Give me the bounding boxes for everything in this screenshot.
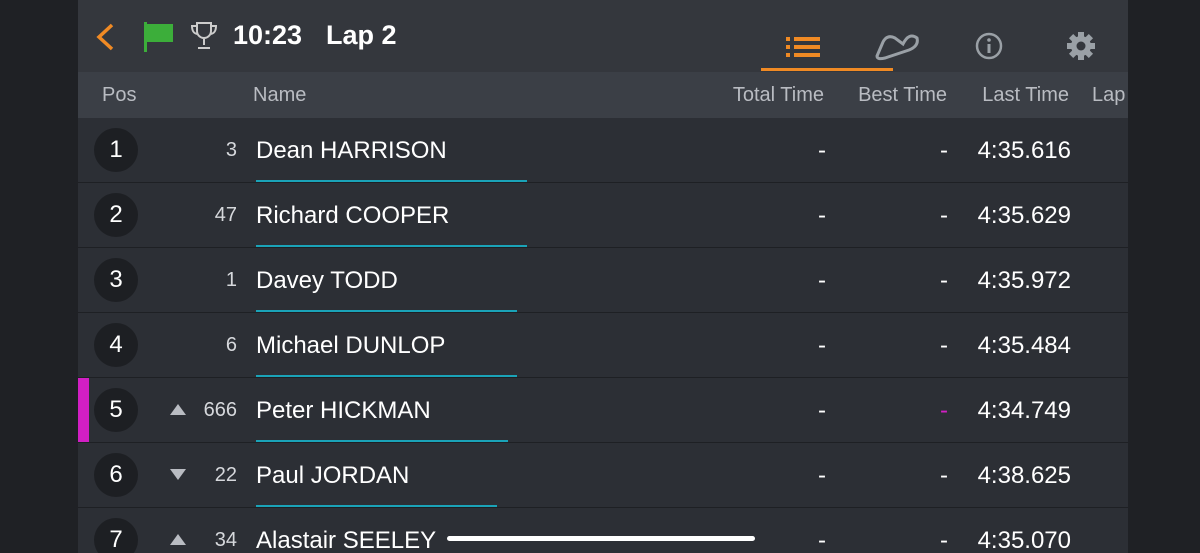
name-underline xyxy=(256,375,517,377)
name-underline xyxy=(256,440,508,442)
position-badge: 7 xyxy=(94,518,138,553)
result-row[interactable]: 7 34 Alastair SEELEY - - 4:35.070 xyxy=(78,508,1128,553)
name-underline xyxy=(256,310,517,312)
rider-number: 34 xyxy=(214,529,237,551)
trend-up xyxy=(170,404,186,415)
track-tab[interactable] xyxy=(873,28,921,62)
best-time: - xyxy=(940,462,948,489)
last-time: 4:35.629 xyxy=(977,202,1071,229)
last-time: 4:35.616 xyxy=(977,137,1071,164)
total-time: - xyxy=(818,527,826,553)
rider-name: Alastair SEELEY xyxy=(256,527,437,553)
rider-name: Paul JORDAN xyxy=(256,462,410,489)
best-time: - xyxy=(940,397,948,424)
name-underline xyxy=(256,180,527,182)
result-row[interactable]: 2 47 Richard COOPER - - 4:35.629 xyxy=(78,183,1128,248)
back-button[interactable] xyxy=(94,22,116,52)
result-row[interactable]: 6 22 Paul JORDAN - - 4:38.625 xyxy=(78,443,1128,508)
app: 10:23 Lap 2 1 3 Dean HARRISON - -4:35.616 2 47… xyxy=(78,0,1128,553)
position-badge: 2 xyxy=(94,193,138,237)
result-row[interactable]: 5 666 Peter HICKMAN - - 4:34.749 xyxy=(78,378,1128,443)
total-time: - xyxy=(818,397,826,424)
result-row[interactable]: 1 3 Dean HARRISON - - 4:35.616 xyxy=(78,118,1128,183)
rider-number: 6 xyxy=(225,334,237,356)
rider-number: 1 xyxy=(225,269,237,291)
result-row[interactable]: 4 6 Michael DUNLOP - - 4:35.484 xyxy=(78,313,1128,378)
rider-name: Richard COOPER xyxy=(256,202,450,229)
total-time: - xyxy=(818,137,826,164)
name-underline xyxy=(256,505,497,507)
rider-number: 666 xyxy=(203,399,237,421)
total-time: - xyxy=(818,202,826,229)
rider-number: 47 xyxy=(214,204,237,226)
result-row[interactable]: 3 1 Davey TODD - - 4:35.972 xyxy=(78,248,1128,313)
position-badge: 6 xyxy=(94,453,138,497)
total-time: - xyxy=(818,462,826,489)
total-time: - xyxy=(818,267,826,294)
last-time: 4:35.972 xyxy=(977,267,1071,294)
trophy-icon xyxy=(190,22,218,49)
best-time: - xyxy=(940,267,948,294)
session-time: 10:23 xyxy=(233,20,303,50)
best-time: - xyxy=(940,137,948,164)
info-tab[interactable] xyxy=(974,31,1004,61)
active-tab-indicator xyxy=(761,68,893,71)
top-bar: 10:23 Lap 2 xyxy=(78,0,1128,72)
rider-name: Michael DUNLOP xyxy=(256,332,446,359)
column-title: Pos xyxy=(102,84,137,106)
home-indicator xyxy=(447,536,755,541)
position-badge: 5 xyxy=(94,388,138,432)
trend-up xyxy=(170,534,186,545)
best-time: - xyxy=(940,332,948,359)
rider-name: Dean HARRISON xyxy=(256,137,447,164)
column-header xyxy=(78,72,1128,118)
list-tab[interactable] xyxy=(784,34,824,60)
total-time: - xyxy=(818,332,826,359)
lap-label: Lap 2 xyxy=(326,20,397,50)
best-time: - xyxy=(940,527,948,553)
highlight-marker xyxy=(78,378,89,442)
column-title: Name xyxy=(253,84,307,106)
rider-number: 3 xyxy=(225,139,237,161)
column-title: Total Time xyxy=(732,84,824,106)
position-badge: 3 xyxy=(94,258,138,302)
last-time: 4:34.749 xyxy=(977,397,1071,424)
position-badge: 4 xyxy=(94,323,138,367)
column-title: Best Time xyxy=(858,84,947,106)
last-time: 4:35.070 xyxy=(977,527,1071,553)
rider-number: 22 xyxy=(214,464,237,486)
column-title: Lap xyxy=(1092,84,1126,106)
trend-down xyxy=(170,469,186,480)
column-title: Last Time xyxy=(982,84,1069,106)
best-time: - xyxy=(940,202,948,229)
last-time: 4:38.625 xyxy=(977,462,1071,489)
green-flag-icon xyxy=(144,22,173,52)
rider-name: Davey TODD xyxy=(256,267,398,294)
position-badge: 1 xyxy=(94,128,138,172)
settings-tab[interactable] xyxy=(1066,31,1096,61)
rider-name: Peter HICKMAN xyxy=(256,397,431,424)
last-time: 4:35.484 xyxy=(977,332,1071,359)
name-underline xyxy=(256,245,527,247)
